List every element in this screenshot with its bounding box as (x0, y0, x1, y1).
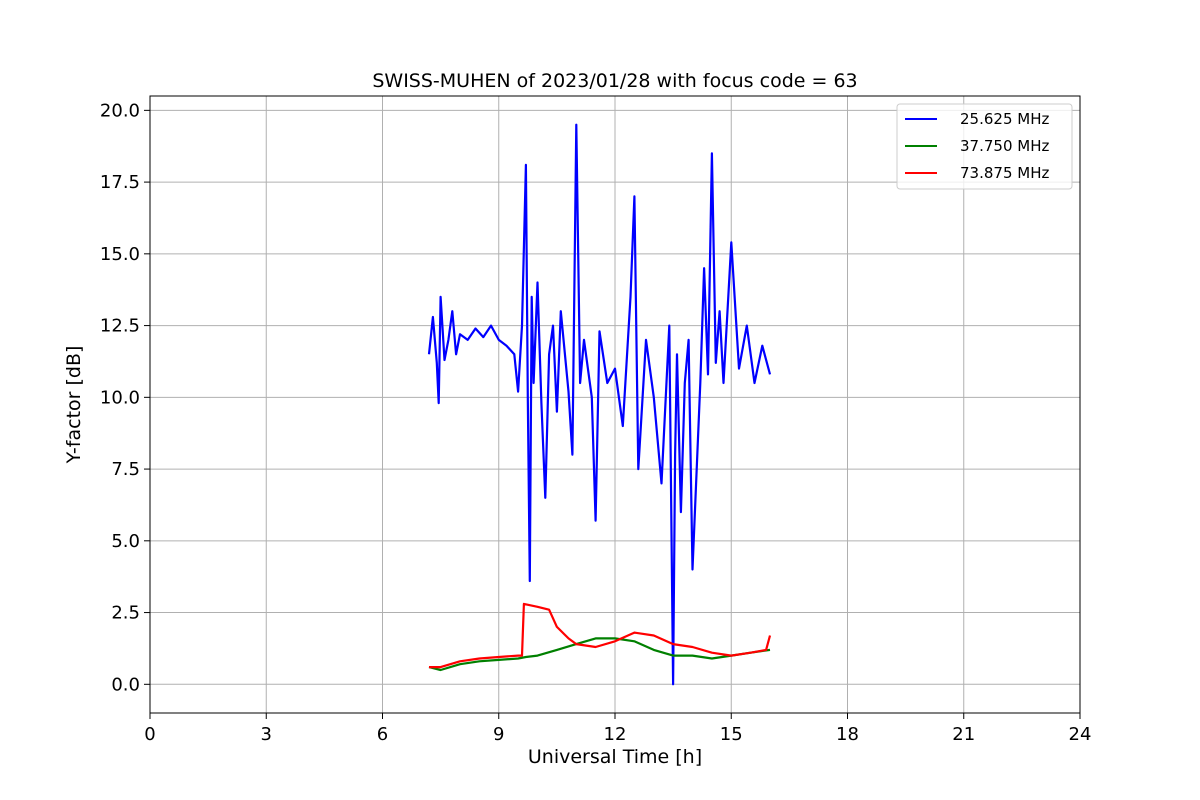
x-tick-label: 12 (604, 724, 627, 745)
axis-ticks: 0 3 6 9 12 15 18 21 24 0.0 2.5 5.0 7.5 10.0 12.5 15.0 17… (100, 100, 1092, 745)
x-tick-label: 15 (720, 724, 743, 745)
x-tick-label: 18 (836, 724, 859, 745)
y-tick-label: 12.5 (100, 316, 140, 337)
x-tick-label: 21 (952, 724, 975, 745)
y-axis-label: Y-factor [dB] (63, 346, 85, 465)
x-axis-label: Universal Time [h] (528, 746, 702, 768)
y-tick-label: 0.0 (111, 674, 140, 695)
x-tick-label: 6 (377, 724, 388, 745)
x-tick-label: 24 (1069, 724, 1092, 745)
x-tick-label: 9 (493, 724, 504, 745)
series-line-25625 (427, 123, 772, 686)
x-tick-label: 0 (144, 724, 155, 745)
y-tick-label: 20.0 (100, 100, 140, 121)
x-tick-label: 3 (261, 724, 272, 745)
y-tick-label: 2.5 (111, 603, 140, 624)
legend-entry-label: 73.875 MHz (960, 164, 1049, 182)
series-layer (427, 123, 772, 686)
legend-box (896, 103, 1073, 190)
chart-title: SWISS-MUHEN of 2023/01/28 with focus cod… (372, 70, 857, 92)
y-tick-label: 15.0 (100, 244, 140, 265)
legend-entry-label: 25.625 MHz (960, 110, 1049, 128)
y-tick-label: 17.5 (100, 172, 140, 193)
y-tick-label: 7.5 (111, 459, 140, 480)
y-tick-label: 10.0 (100, 387, 140, 408)
legend: 25.625 MHz 37.750 MHz 73.875 MHz (896, 103, 1073, 190)
series-line-73875 (429, 602, 772, 669)
y-tick-label: 5.0 (111, 531, 140, 552)
series-line-37750 (428, 637, 771, 672)
legend-entry-label: 37.750 MHz (960, 137, 1049, 155)
